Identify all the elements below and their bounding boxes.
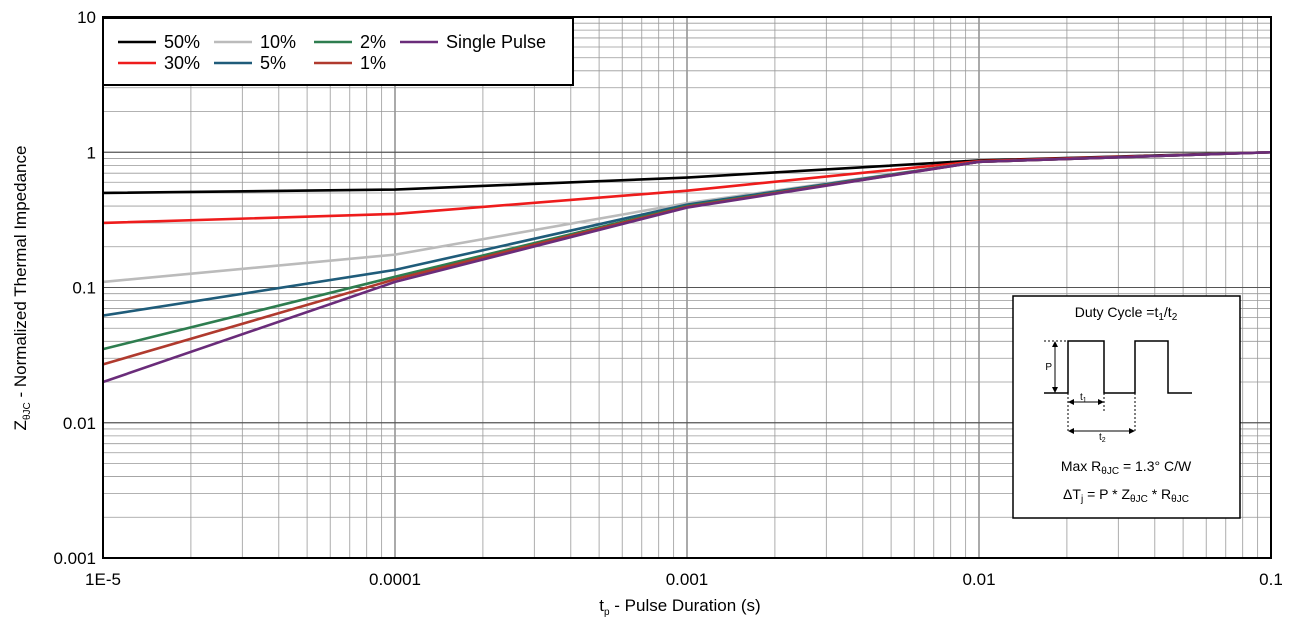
x-tick-label: 0.001 xyxy=(666,570,709,589)
series-line-single-pulse xyxy=(102,150,1272,384)
inset-box xyxy=(1012,295,1241,519)
y-tick-label: 0.01 xyxy=(63,414,96,433)
legend-label: 50% xyxy=(164,32,200,52)
x-tick-label: 0.0001 xyxy=(369,570,421,589)
legend-label: 1% xyxy=(360,53,386,73)
y-tick-label: 0.1 xyxy=(72,279,96,298)
y-tick-labels: 0.001 0.01 0.1 1 10 xyxy=(53,8,96,568)
p-arrowheads xyxy=(1052,341,1058,393)
legend-box xyxy=(102,17,574,86)
y-tick-label: 1 xyxy=(87,143,96,162)
legend-label: 2% xyxy=(360,32,386,52)
x-axis-title: tp - Pulse Duration (s) xyxy=(599,596,760,618)
y-tick-label: 10 xyxy=(77,8,96,27)
y-tick-label: 0.001 xyxy=(53,549,96,568)
plot-frame xyxy=(102,16,1272,559)
duty-cycle-inset: Duty Cycle =t1/t2 P t1 t2 Max RθJC = 1.3… xyxy=(1012,295,1241,519)
legend-label: 30% xyxy=(164,53,200,73)
x-tick-label: 0.01 xyxy=(962,570,995,589)
x-tick-labels: 1E-5 0.0001 0.001 0.01 0.1 xyxy=(85,570,1283,589)
t2-label: t2 xyxy=(1099,432,1106,444)
y-axis-title: ZθJC - Normalized Thermal Impedance xyxy=(11,146,33,431)
pulse-waveform xyxy=(1044,340,1192,394)
legend-label: Single Pulse xyxy=(446,32,546,52)
x-tick-label: 1E-5 xyxy=(85,570,121,589)
legend-label: 5% xyxy=(260,53,286,73)
series-layer xyxy=(102,150,1272,384)
p-label: P xyxy=(1045,362,1052,373)
max-rth-label: Max RθJC = 1.3° C/W xyxy=(1061,458,1192,477)
duty-cycle-label: Duty Cycle =t1/t2 xyxy=(1075,304,1178,323)
x-tick-label: 0.1 xyxy=(1259,570,1283,589)
legend: 50% 10% 2% Single Pulse 30% 5% 1% xyxy=(102,17,574,86)
legend-label: 10% xyxy=(260,32,296,52)
delta-tj-formula: ΔTj = P * ZθJC * RθJC xyxy=(1063,486,1189,505)
t1-label: t1 xyxy=(1080,392,1087,404)
